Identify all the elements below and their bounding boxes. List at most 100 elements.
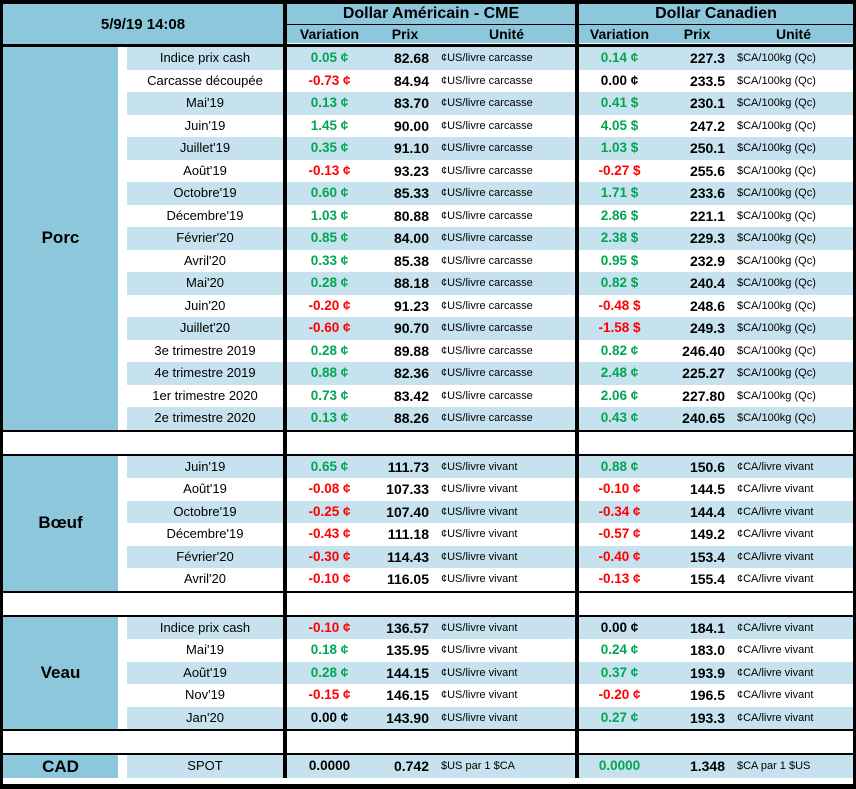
ca-prix: 246.40 [682,342,725,359]
vertical-divider [575,317,579,340]
us-variation: -0.20 ¢ [308,297,351,313]
ca-unit: $CA/100kg (Qc) [737,74,816,87]
us-variation: -0.10 ¢ [308,619,351,635]
ca-unit: ¢CA/livre vivant [737,550,814,563]
vertical-divider [575,684,579,707]
row-label: 2e trimestre 2020 [154,410,256,425]
ca-variation: 2.86 $ [600,207,639,223]
us-unit: ¢US/livre carcasse [441,74,533,87]
ca-prix: 150.6 [689,458,725,475]
vertical-divider [575,69,579,92]
us-variation: 0.0000 [308,758,351,773]
section-rows: SPOT 0.0000 0.742 $US par 1 $CA 0.0000 1… [127,755,853,778]
table-row: Juillet'20 -0.60 ¢ 90.70 ¢US/livre carca… [127,317,853,340]
vertical-divider [575,362,579,385]
column-header-variation: Variation [299,26,360,42]
ca-variation: 0.27 ¢ [600,709,639,725]
us-variation: 0.65 ¢ [310,458,349,474]
us-column-headers: Variation Prix Unité [287,25,575,43]
us-variation: 1.45 ¢ [310,117,349,133]
ca-prix: 255.6 [689,162,725,179]
row-label: Juin'20 [184,297,226,313]
vertical-divider [283,114,287,137]
table-row: 2e trimestre 2020 0.13 ¢ 88.26 ¢US/livre… [127,407,853,430]
us-unit: ¢US/livre carcasse [441,299,533,312]
vertical-divider [575,639,579,662]
us-unit: ¢US/livre carcasse [441,322,533,334]
vertical-divider [575,500,579,523]
row-label: Mai'20 [186,275,224,290]
table-header: 5/9/19 14:08 Dollar Américain - CME Vari… [3,4,853,44]
column-header-variation: Variation [589,26,650,42]
ca-unit: $CA/100kg (Qc) [737,187,816,199]
ca-variation: 0.88 ¢ [600,458,639,474]
us-prix: 90.00 [393,117,429,134]
us-variation: 0.88 ¢ [310,365,349,380]
us-prix: 90.70 [393,320,429,336]
ca-unit: $CA/100kg (Qc) [737,254,816,267]
us-variation: -0.73 ¢ [308,72,351,88]
ca-unit: $CA/100kg (Qc) [737,119,816,132]
vertical-divider [575,407,579,430]
row-label: Juin'19 [184,117,226,133]
table-row: Octobre'19 -0.25 ¢ 107.40 ¢US/livre viva… [127,500,853,523]
table-row: Avril'20 -0.10 ¢ 116.05 ¢US/livre vivant… [127,568,853,591]
ca-dollar-header: Dollar Canadien [579,4,853,25]
vertical-divider [283,568,287,591]
us-unit: ¢US/livre carcasse [441,254,533,267]
table-row: Décembre'19 -0.43 ¢ 111.18 ¢US/livre viv… [127,523,853,546]
us-prix: 88.18 [393,275,429,291]
vertical-divider [575,661,579,684]
us-variation: 0.28 ¢ [310,342,349,358]
ca-prix: 230.1 [689,95,725,111]
row-label: SPOT [187,758,223,773]
ca-prix: 233.6 [689,185,725,201]
ca-variation: 0.00 ¢ [600,72,639,88]
us-unit: ¢US/livre vivant [441,460,518,473]
us-unit: ¢US/livre vivant [441,550,518,563]
ca-prix: 248.6 [689,297,725,314]
ca-variation: -0.40 ¢ [598,548,641,564]
vertical-divider [283,294,287,317]
us-prix: 144.15 [386,664,429,681]
ca-prix: 1.348 [689,758,725,774]
ca-unit: $CA/100kg (Qc) [737,367,816,379]
us-unit: ¢US/livre vivant [441,483,518,495]
us-variation: 0.35 ¢ [310,140,349,155]
vertical-divider [575,384,579,407]
ca-variation: -1.58 $ [598,320,641,335]
column-header-prix: Prix [683,26,711,42]
us-prix: 89.88 [393,342,429,359]
table-row: Juin'20 -0.20 ¢ 91.23 ¢US/livre carcasse… [127,294,853,317]
vertical-divider [575,272,579,295]
ca-unit: $CA/100kg (Qc) [737,389,816,402]
row-label: 1er trimestre 2020 [152,387,258,403]
us-unit: ¢US/livre vivant [441,689,518,701]
ca-unit: ¢CA/livre vivant [737,621,814,634]
ca-variation: 0.14 ¢ [600,50,639,65]
us-prix: 146.15 [386,687,429,703]
row-label: 3e trimestre 2019 [154,342,256,358]
vertical-divider [575,592,579,615]
us-prix: 116.05 [386,571,429,587]
vertical-divider [283,616,287,639]
ca-variation: -0.13 ¢ [598,571,641,586]
ca-prix: 196.5 [689,687,725,703]
section-rows: Indice prix cash 0.05 ¢ 82.68 ¢US/livre … [127,47,853,430]
vertical-divider [283,731,287,753]
vertical-divider [575,478,579,501]
ca-unit: $CA/100kg (Qc) [737,232,816,244]
vertical-divider [575,431,579,454]
us-prix: 107.33 [386,481,429,497]
row-label: Février'20 [176,548,234,564]
section-separator [3,592,853,617]
ca-unit: ¢CA/livre vivant [737,505,814,518]
ca-unit: $CA/100kg (Qc) [737,322,816,334]
us-unit: ¢US/livre carcasse [441,97,533,109]
vertical-divider [283,4,287,44]
ca-variation: 0.37 ¢ [600,664,639,680]
table-row: Jan'20 0.00 ¢ 143.90 ¢US/livre vivant 0.… [127,706,853,729]
vertical-divider [283,137,287,160]
row-label: Jan'20 [186,709,224,725]
ca-prix: 232.9 [689,252,725,269]
